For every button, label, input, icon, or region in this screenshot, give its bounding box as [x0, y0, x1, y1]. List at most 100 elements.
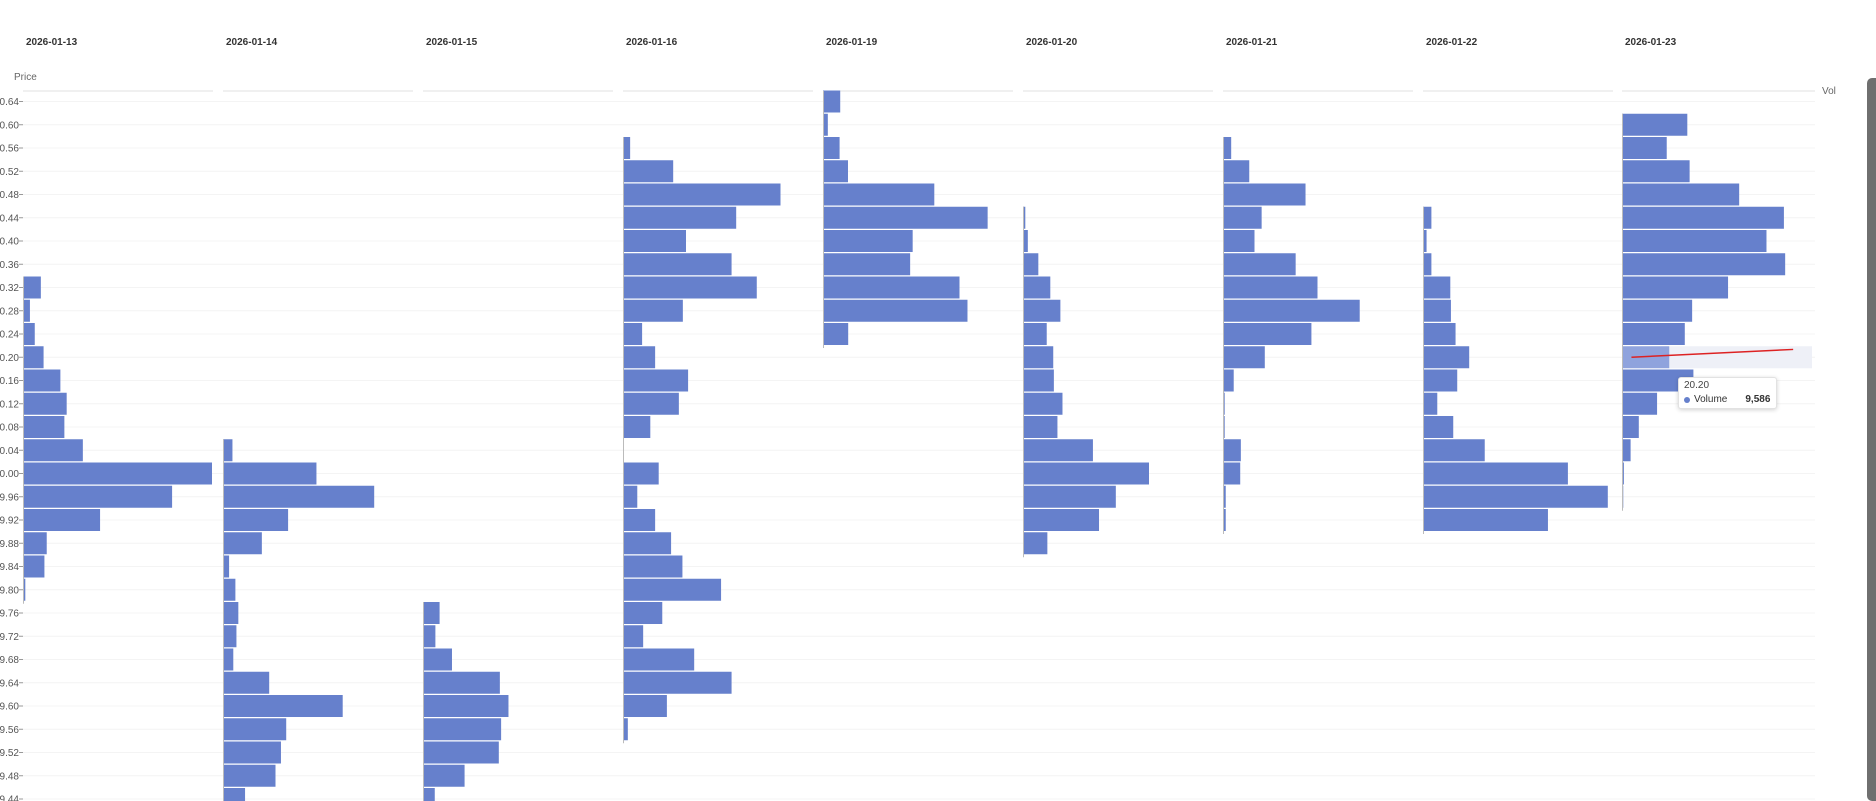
- volume-bar: [23, 369, 61, 392]
- volume-bar: [1423, 230, 1427, 252]
- volume-bar: [223, 462, 317, 485]
- volume-bar: [223, 555, 230, 578]
- panel-date-label: 2026-01-13: [26, 37, 78, 48]
- volume-bar: [223, 671, 270, 694]
- price-tick-label: 19.72: [0, 632, 19, 643]
- price-tick-label: 20.48: [0, 190, 19, 201]
- volume-bar: [1423, 253, 1432, 276]
- hover-tooltip: 20.20 Volume 9,586: [1678, 377, 1778, 409]
- volume-bar: [823, 183, 935, 206]
- tooltip-value: 9,586: [1745, 394, 1771, 405]
- price-tick-label: 20.08: [0, 423, 19, 434]
- panel-2026-01-19: 2026-01-19: [823, 37, 1013, 348]
- volume-bar: [423, 602, 440, 624]
- volume-bar: [1622, 392, 1658, 415]
- volume-bar: [823, 113, 828, 136]
- volume-bar: [1023, 253, 1039, 276]
- volume-bar: [1622, 276, 1729, 299]
- volume-bar: [623, 230, 686, 252]
- volume-bar: [23, 346, 44, 369]
- volume-bar: [823, 253, 911, 276]
- tooltip-series-dot: [1684, 396, 1690, 403]
- price-tick-label: 19.80: [0, 585, 19, 596]
- volume-bar: [1223, 509, 1226, 531]
- volume-bar: [823, 90, 841, 113]
- volume-bar: [23, 532, 47, 555]
- volume-bar: [23, 416, 65, 438]
- price-tick-label: 20.28: [0, 306, 19, 317]
- volume-bar: [423, 718, 502, 741]
- tooltip-title: 20.20: [1684, 380, 1710, 391]
- price-tick-label: 20.16: [0, 376, 19, 387]
- price-tick-label: 20.60: [0, 120, 19, 131]
- panel-date-label: 2026-01-14: [226, 37, 278, 48]
- volume-bar: [1023, 532, 1048, 555]
- volume-bar: [1423, 392, 1438, 415]
- volume-bar: [623, 625, 644, 648]
- volume-bar: [1023, 392, 1063, 415]
- volume-bar: [423, 648, 452, 671]
- volume-bar: [623, 462, 659, 485]
- volume-bar: [1023, 206, 1026, 229]
- panel-date-label: 2026-01-19: [826, 37, 878, 48]
- price-tick-label: 19.56: [0, 725, 19, 736]
- volume-bar: [1423, 462, 1568, 485]
- volume-bar: [623, 369, 689, 392]
- volume-bar: [1223, 276, 1318, 299]
- panel-2026-01-21: 2026-01-21: [1223, 37, 1413, 534]
- panel-2026-01-14: 2026-01-14: [223, 37, 413, 801]
- volume-bar: [623, 323, 643, 345]
- price-tick-label: 20.36: [0, 260, 19, 271]
- volume-bar: [1622, 137, 1667, 159]
- volume-bar: [23, 578, 26, 601]
- volume-bar: [223, 764, 276, 787]
- volume-bar: [223, 648, 234, 671]
- price-axis: 20.64 20.60 20.56 20.52 20.48 20.44 20.40 20.36…: [0, 97, 23, 801]
- volume-bar: [623, 695, 667, 717]
- volume-bar: [423, 741, 499, 764]
- price-tick-label: 20.00: [0, 469, 19, 480]
- volume-bar: [1622, 160, 1690, 183]
- price-tick-label: 20.24: [0, 330, 19, 341]
- volume-bar: [1223, 206, 1262, 229]
- price-tick-label: 19.68: [0, 655, 19, 666]
- volume-bar: [1223, 485, 1226, 508]
- volume-bar: [23, 439, 83, 462]
- panel-date-label: 2026-01-22: [1426, 37, 1478, 48]
- volume-bar: [1423, 509, 1548, 531]
- panel-2026-01-16: 2026-01-16: [623, 37, 813, 744]
- volume-bar: [623, 718, 628, 741]
- volume-bar: [223, 788, 246, 801]
- volume-bar: [623, 532, 672, 555]
- panel-2026-01-22: 2026-01-22: [1423, 37, 1613, 534]
- volume-bar: [1423, 369, 1458, 392]
- volume-bar: [1423, 439, 1485, 462]
- panel-date-label: 2026-01-16: [626, 37, 678, 48]
- volume-bar: [823, 323, 849, 345]
- volume-bar: [623, 137, 631, 159]
- vertical-scrollbar[interactable]: [1867, 78, 1876, 801]
- gridlines: [23, 101, 1815, 800]
- volume-bar: [223, 602, 239, 624]
- volume-bar: [623, 276, 757, 299]
- volume-bar: [1023, 230, 1028, 252]
- volume-bar: [823, 299, 968, 322]
- panel-date-label: 2026-01-20: [1026, 37, 1078, 48]
- panel-2026-01-13: 2026-01-13: [23, 37, 213, 604]
- volume-bar: [1423, 323, 1456, 345]
- volume-bar: [623, 555, 683, 578]
- volume-bar: [623, 160, 674, 183]
- volume-bar: [1223, 183, 1306, 206]
- panel-2026-01-20: 2026-01-20: [1023, 37, 1213, 558]
- volume-bar: [1223, 137, 1232, 159]
- volume-bar: [1023, 416, 1058, 438]
- volume-bar: [223, 439, 233, 462]
- panel-2026-01-23: 2026-01-23: [1622, 37, 1815, 511]
- price-tick-label: 20.40: [0, 237, 19, 248]
- volume-bar: [623, 578, 722, 601]
- volume-bar: [1423, 299, 1451, 322]
- volume-bar: [1023, 276, 1051, 299]
- volume-bar: [1622, 439, 1631, 462]
- volume-bar: [23, 299, 30, 322]
